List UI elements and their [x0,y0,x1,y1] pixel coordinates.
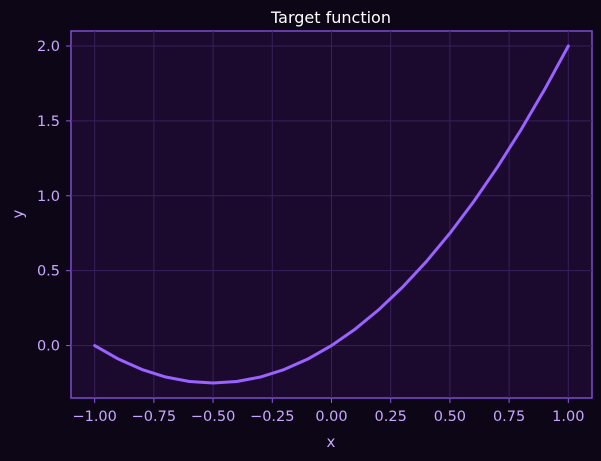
y-tick-label: 1.0 [37,189,60,205]
x-axis-label: x [327,433,336,451]
y-tick-label: 2.0 [37,39,60,55]
y-tick-label: 0.5 [37,264,60,280]
x-tick-label: −0.75 [132,409,176,425]
grid [71,31,592,398]
y-axis-label: y [9,209,27,218]
x-tick-label: −1.00 [72,409,116,425]
x-tick-label: −0.25 [250,409,294,425]
y-tick-label: 0.0 [37,339,60,355]
x-tick-label: 0.50 [434,409,466,425]
x-tick-label: −0.50 [191,409,235,425]
x-tick-label: 0.00 [315,409,347,425]
tick-labels: −1.00 −0.75 −0.50 −0.25 0.00 0.25 0.50 0.75 1.00… [37,39,585,425]
x-tick-label: 0.75 [493,409,525,425]
x-tick-label: 0.25 [375,409,407,425]
y-tick-label: 1.5 [37,114,60,130]
ticks [66,45,569,403]
x-tick-label: 1.00 [552,409,584,425]
series-layer [93,44,570,385]
chart-title: Target function [270,8,391,27]
series-line [93,44,570,385]
